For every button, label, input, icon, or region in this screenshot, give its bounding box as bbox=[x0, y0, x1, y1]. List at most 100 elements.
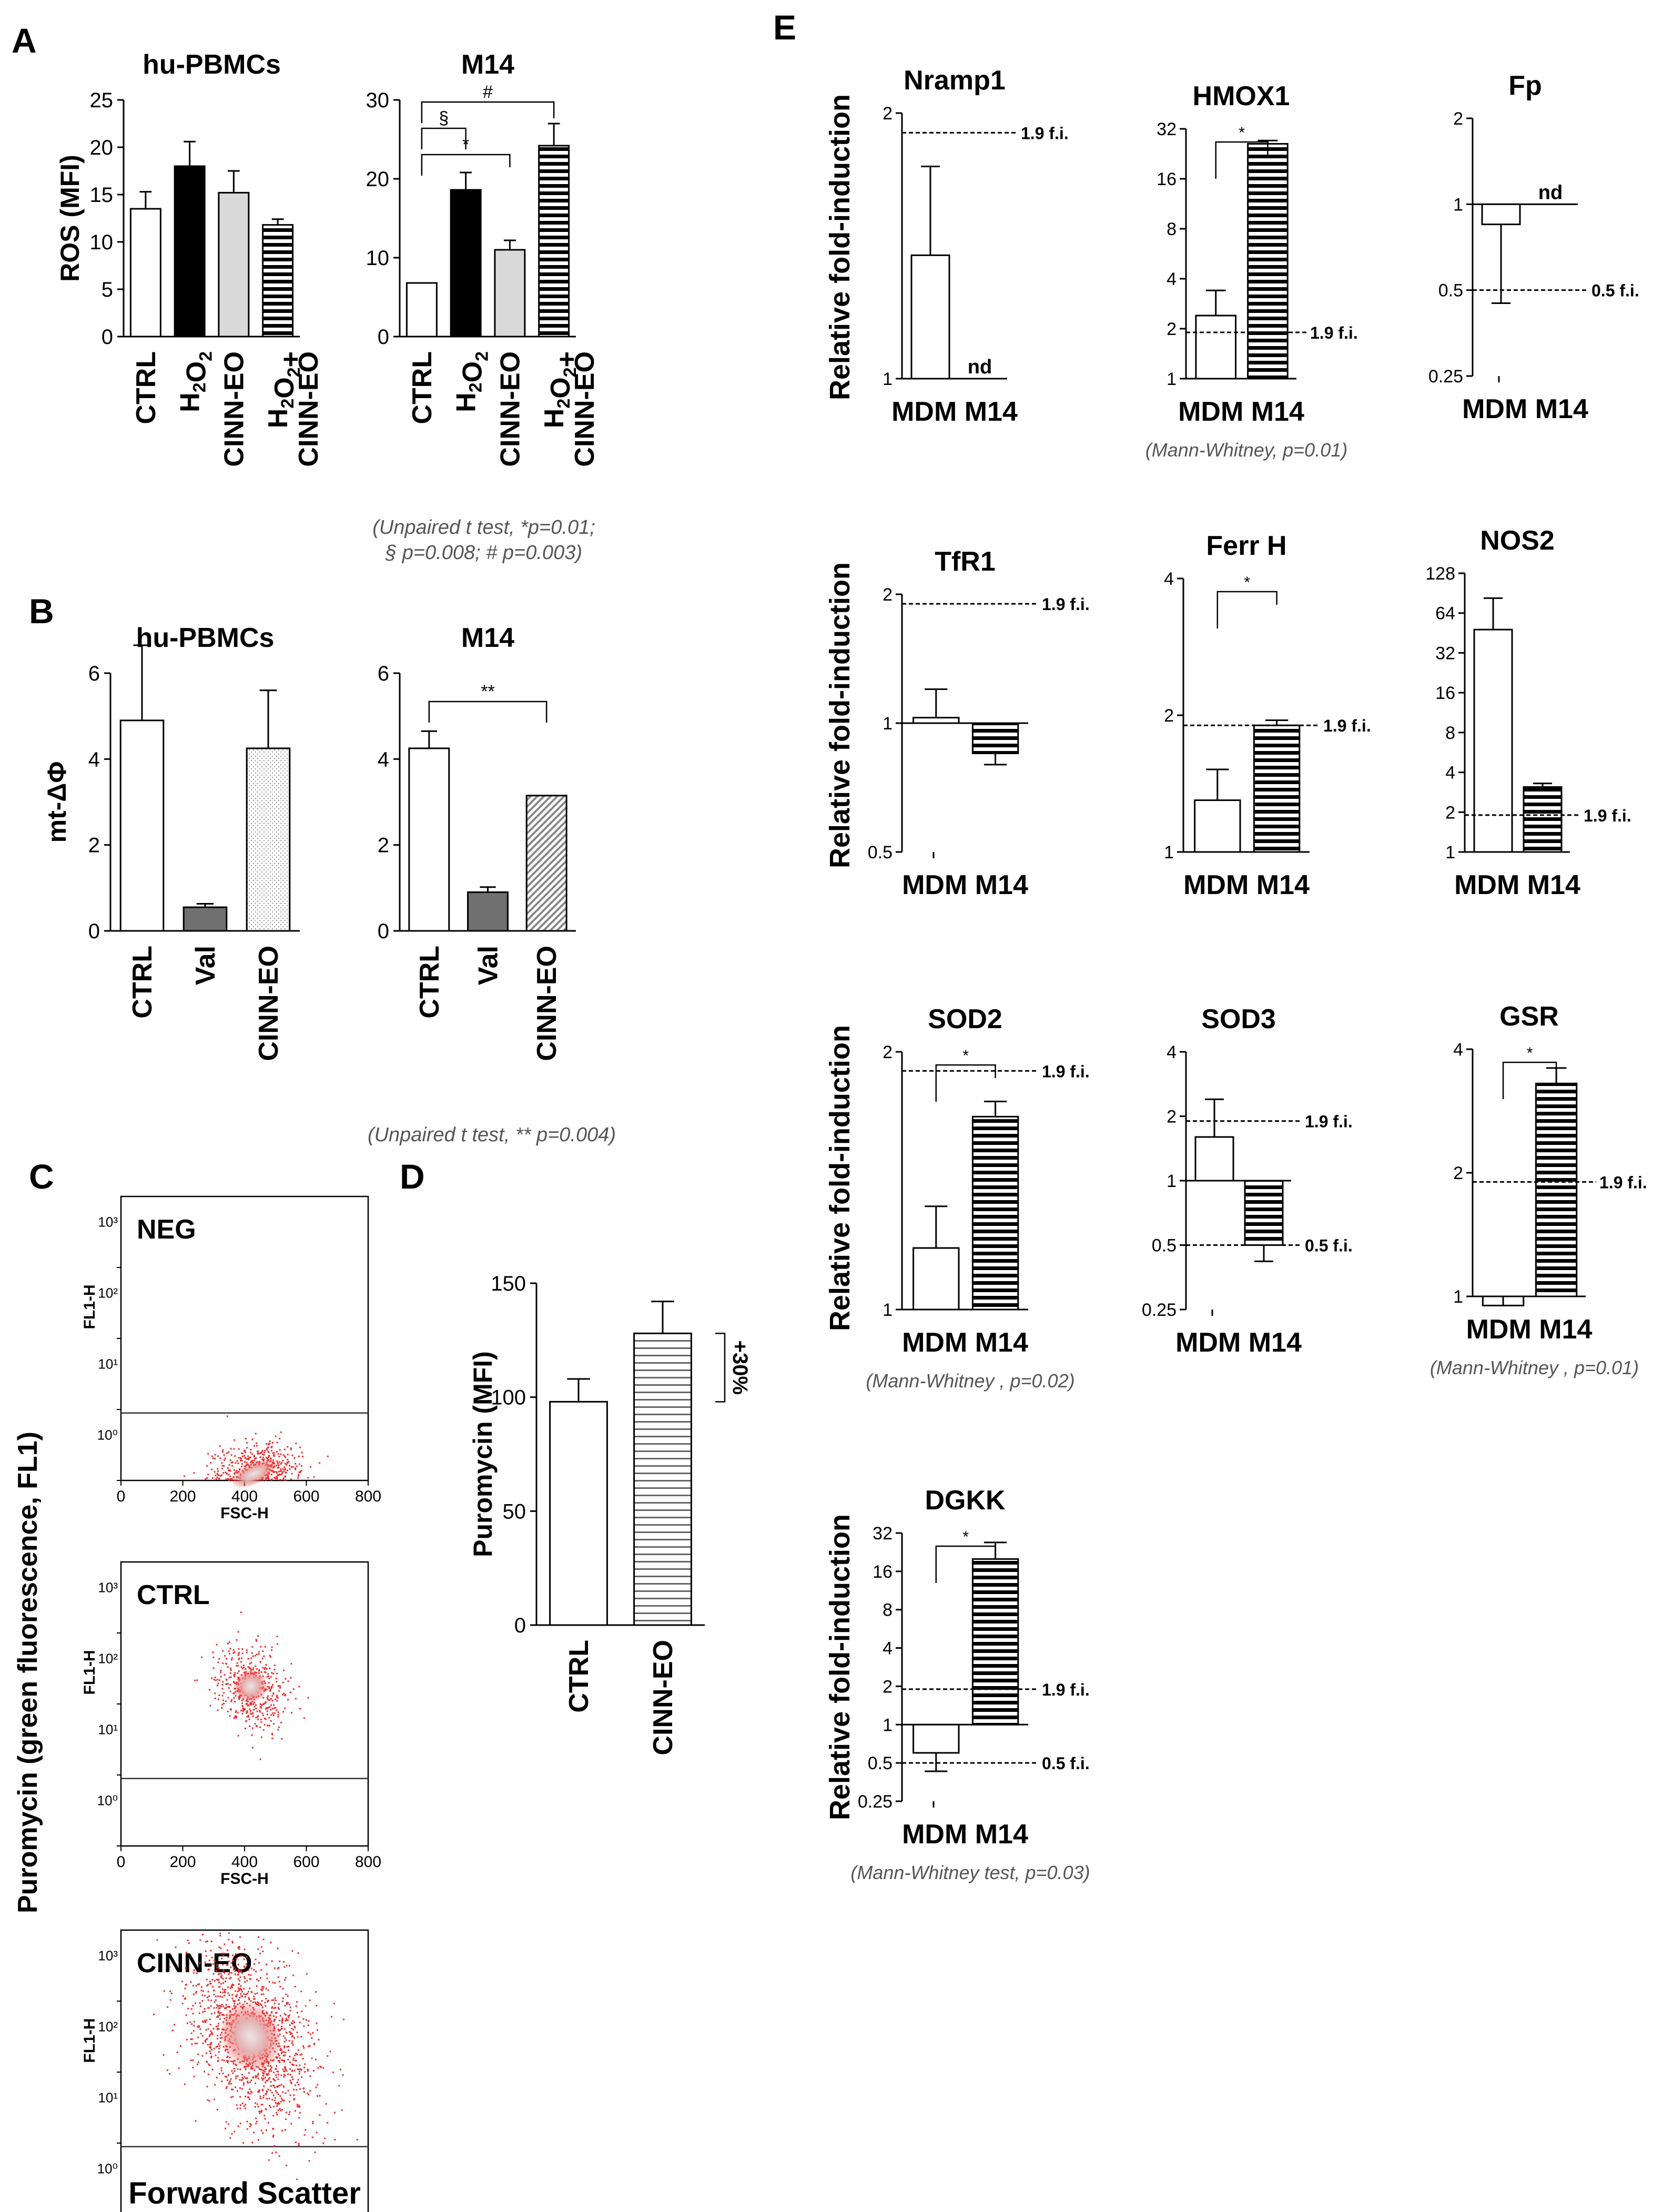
y-tick-label: 64 bbox=[1435, 604, 1455, 624]
event-dot bbox=[271, 1708, 273, 1710]
event-dot bbox=[312, 2032, 314, 2034]
event-dot bbox=[217, 2015, 219, 2017]
event-dot bbox=[229, 1652, 231, 1655]
density-core bbox=[233, 1669, 268, 1703]
event-dot bbox=[241, 1991, 244, 1993]
event-dot bbox=[235, 1695, 237, 1697]
event-dot bbox=[237, 1672, 239, 1674]
label-segment: 2 bbox=[190, 382, 210, 392]
event-dot bbox=[278, 1967, 280, 1969]
event-dot bbox=[244, 1996, 246, 1998]
category-label: CINN-EO bbox=[254, 946, 284, 1061]
y-tick-label: 10¹ bbox=[98, 2090, 118, 2106]
event-dot bbox=[218, 2051, 220, 2053]
event-dot bbox=[295, 2142, 297, 2144]
event-dot bbox=[266, 2091, 268, 2093]
event-dot bbox=[251, 1734, 253, 1736]
category-label: CINN-EO bbox=[219, 351, 249, 467]
event-dot bbox=[226, 1683, 228, 1685]
event-dot bbox=[319, 2095, 321, 2097]
category-labels: MDM M14 bbox=[1183, 870, 1310, 900]
event-dot bbox=[316, 2132, 318, 2134]
y-tick-label: 30 bbox=[366, 89, 390, 112]
event-dot bbox=[200, 1986, 202, 1988]
reference-label: 1.9 f.i. bbox=[1042, 1062, 1090, 1081]
event-dot bbox=[247, 2081, 249, 2083]
event-dot bbox=[266, 1443, 268, 1445]
event-dot bbox=[249, 2093, 251, 2095]
event-dot bbox=[249, 2088, 251, 2091]
event-dot bbox=[240, 1709, 242, 1711]
event-dot bbox=[272, 2094, 275, 2096]
event-dot bbox=[250, 2091, 252, 2093]
event-dot bbox=[215, 2025, 217, 2027]
event-dot bbox=[279, 1687, 281, 1689]
event-dot bbox=[273, 2007, 275, 2010]
event-dot bbox=[298, 1686, 300, 1688]
event-dot bbox=[298, 1455, 300, 1457]
event-dot bbox=[262, 1458, 265, 1460]
event-dot bbox=[270, 2068, 272, 2070]
event-dot bbox=[277, 1697, 279, 1699]
event-dot bbox=[280, 1463, 282, 1465]
event-dot bbox=[222, 1472, 225, 1474]
event-dot bbox=[292, 2020, 294, 2022]
event-dot bbox=[190, 2059, 192, 2062]
event-dot bbox=[280, 1468, 282, 1470]
event-dot bbox=[228, 2123, 230, 2125]
event-dot bbox=[226, 1473, 228, 1475]
event-dot bbox=[283, 2071, 285, 2073]
event-dot bbox=[208, 2007, 210, 2009]
event-dot bbox=[289, 1468, 291, 1470]
event-dot bbox=[232, 1652, 235, 1654]
y-tick-label: 16 bbox=[1435, 683, 1455, 703]
event-dot bbox=[196, 2042, 198, 2044]
event-dot bbox=[305, 2005, 307, 2007]
event-dot bbox=[262, 2095, 265, 2097]
event-dot bbox=[281, 2099, 283, 2102]
event-dot bbox=[270, 1687, 272, 1689]
event-dot bbox=[290, 2032, 292, 2034]
event-dot bbox=[280, 2074, 282, 2076]
event-dot bbox=[264, 2068, 266, 2071]
event-dot bbox=[246, 1442, 248, 1444]
event-dot bbox=[199, 2028, 201, 2030]
event-dot bbox=[231, 2133, 233, 2135]
event-dot bbox=[303, 2091, 305, 2093]
event-dot bbox=[209, 2046, 211, 2048]
event-dot bbox=[245, 1993, 247, 1995]
bar bbox=[633, 1332, 692, 1626]
event-dot bbox=[207, 1473, 209, 1475]
event-dot bbox=[239, 2068, 241, 2071]
event-dot bbox=[283, 2074, 285, 2076]
event-dot bbox=[262, 2089, 264, 2092]
event-dot bbox=[231, 1461, 234, 1463]
event-dot bbox=[334, 2138, 336, 2140]
event-dot bbox=[235, 1715, 237, 1717]
event-dot bbox=[325, 2103, 327, 2105]
event-dot bbox=[327, 2122, 329, 2124]
event-dot bbox=[255, 1639, 257, 1641]
event-dot bbox=[255, 2076, 257, 2078]
event-dot bbox=[218, 2010, 220, 2012]
event-dot bbox=[293, 2057, 295, 2059]
significance-mark: * bbox=[462, 135, 469, 155]
y-tick-label: 8 bbox=[1167, 219, 1177, 239]
event-dot bbox=[216, 2108, 218, 2110]
label-segment: CINN-EO bbox=[254, 946, 284, 1061]
event-dot bbox=[188, 1942, 190, 1944]
event-dot bbox=[190, 2038, 192, 2041]
event-dot bbox=[275, 1678, 277, 1680]
event-dot bbox=[210, 1950, 212, 1952]
event-dot bbox=[235, 1968, 237, 1970]
event-dot bbox=[242, 1707, 244, 1709]
event-dot bbox=[197, 2036, 199, 2038]
event-dot bbox=[278, 1474, 280, 1476]
event-dot bbox=[307, 2070, 309, 2072]
y-tick-label: 10³ bbox=[98, 1214, 118, 1230]
event-dot bbox=[279, 1461, 281, 1463]
chart-title: Nramp1 bbox=[904, 65, 1006, 96]
event-dot bbox=[210, 1940, 212, 1942]
y-tick-label: 128 bbox=[1425, 564, 1455, 584]
event-dot bbox=[228, 1994, 230, 1996]
